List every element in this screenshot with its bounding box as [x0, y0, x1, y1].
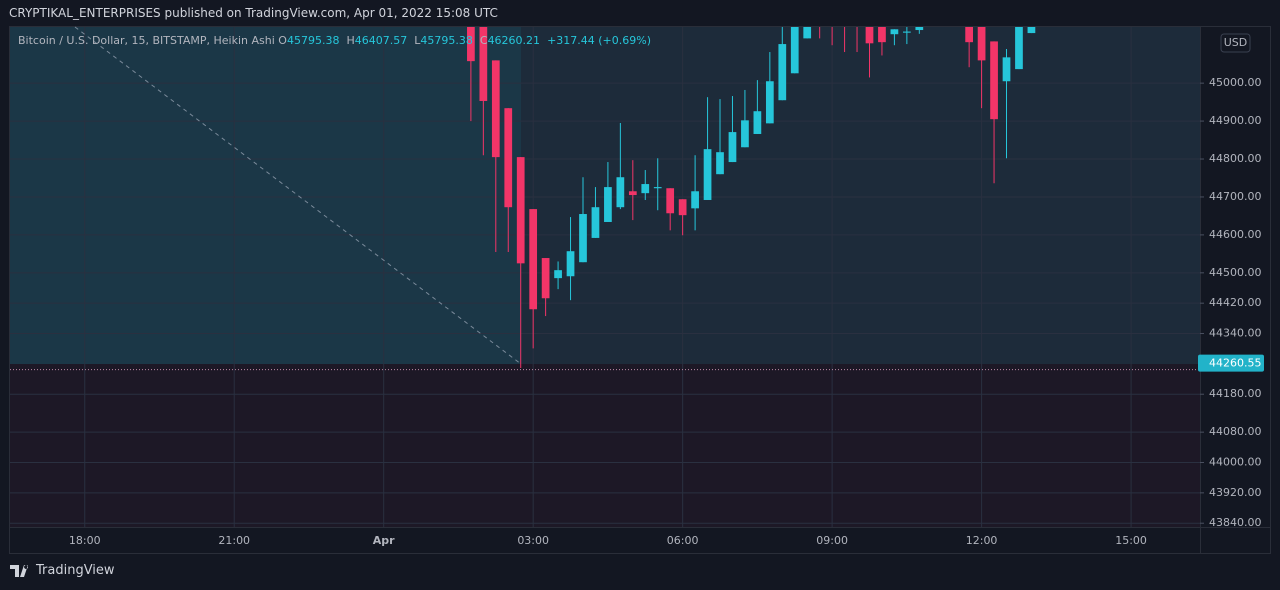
candle-body — [703, 149, 712, 200]
ohlc-key: L — [414, 34, 421, 47]
x-tick-label: 12:00 — [966, 534, 998, 547]
brand: TradingView — [36, 563, 115, 578]
y-tick-label: 44000.00 — [1209, 456, 1262, 469]
currency-badge-bg — [1220, 33, 1251, 53]
y-tick-label: 44420.00 — [1209, 296, 1262, 309]
y-tick-label: 44600.00 — [1209, 228, 1262, 241]
x-tick-label: 06:00 — [667, 534, 699, 547]
candle-body — [965, 27, 974, 43]
logo-icon — [10, 564, 29, 577]
candle-body — [716, 152, 724, 175]
candle-body — [467, 27, 475, 62]
candle-body — [765, 81, 774, 124]
ohlc-key: C — [479, 34, 488, 47]
symbol-title: Bitcoin / U.S. Dollar, 15, BITSTAMP, Hei… — [18, 34, 275, 47]
candle-body — [529, 209, 538, 310]
y-tick-label: 45000.00 — [1209, 76, 1262, 89]
y-tick-label: 44500.00 — [1209, 266, 1262, 279]
candle-body — [504, 108, 513, 208]
candle-body — [841, 5, 849, 13]
price-label-bg — [1198, 354, 1264, 372]
candle-body — [1015, 27, 1023, 70]
y-tick-label: 44800.00 — [1209, 152, 1262, 165]
ohlc-key: H — [346, 34, 355, 47]
candle-body — [604, 187, 612, 222]
candle-body — [853, 7, 861, 15]
candle-body — [691, 191, 699, 209]
candle-body — [678, 199, 687, 216]
footer: TradingView — [10, 563, 115, 578]
x-tick-label: 18:00 — [69, 534, 101, 547]
candle-body — [902, 31, 911, 33]
x-tick-label: 09:00 — [816, 534, 848, 547]
candle-body — [741, 120, 749, 148]
candle-body — [628, 191, 637, 196]
candle-body — [778, 44, 787, 101]
candle-body — [516, 157, 525, 264]
candle-body — [828, 2, 836, 11]
candle-body — [491, 60, 500, 158]
candle-body — [541, 258, 550, 299]
candle-body — [803, 27, 812, 39]
currency-badge: USD — [1224, 36, 1248, 49]
candle-body — [653, 187, 662, 189]
candle-body — [591, 207, 600, 238]
y-tick-label: 44340.00 — [1209, 327, 1262, 340]
ohlc-value: 45795.38 — [420, 34, 473, 47]
ohlc-value: 45795.38 — [286, 34, 340, 47]
y-tick-label: 44180.00 — [1209, 387, 1262, 400]
trend-line — [74, 26, 522, 365]
y-tick-label: 43920.00 — [1209, 486, 1262, 499]
plot-lower-area — [10, 364, 1200, 527]
candle-body — [579, 214, 587, 263]
y-tick-label: 44700.00 — [1209, 190, 1262, 203]
candle-body — [915, 27, 924, 31]
change: +317.44 (+0.69%) — [547, 34, 652, 47]
candle-body — [1002, 57, 1011, 82]
candle-body — [641, 184, 650, 194]
candle-body — [878, 27, 886, 43]
candle-body — [666, 188, 675, 214]
x-tick-label: 03:00 — [517, 534, 549, 547]
x-tick-label: Apr — [373, 534, 395, 547]
x-tick-label: 15:00 — [1115, 534, 1147, 547]
legend: Bitcoin / U.S. Dollar, 15, BITSTAMP, Hei… — [18, 34, 658, 47]
ohlc-key: O — [278, 34, 287, 47]
candle-body — [990, 41, 998, 120]
candle-body — [554, 270, 562, 279]
ohlc-value: 46407.57 — [354, 34, 408, 47]
x-tick-label: 21:00 — [218, 534, 250, 547]
candle-body — [865, 27, 874, 44]
y-tick-label: 44900.00 — [1209, 114, 1262, 127]
ohlc-value: 46260.21 — [487, 34, 541, 47]
range-highlight — [10, 27, 521, 364]
candle-body — [753, 111, 762, 134]
candle-body — [816, 0, 824, 7]
price-label: 44260.55 — [1209, 357, 1262, 370]
candle-body — [1027, 27, 1036, 34]
y-tick-label: 44080.00 — [1209, 425, 1262, 438]
candle-body — [977, 27, 986, 61]
candle-body — [566, 251, 575, 277]
candle-body — [790, 27, 799, 74]
candle-body — [479, 27, 488, 101]
publish-header: CRYPTIKAL_ENTERPRISES published on Tradi… — [9, 6, 498, 20]
candle-body — [890, 29, 899, 35]
candle-body — [728, 132, 737, 163]
candle-body — [616, 177, 625, 208]
y-tick-label: 43840.00 — [1209, 516, 1262, 529]
